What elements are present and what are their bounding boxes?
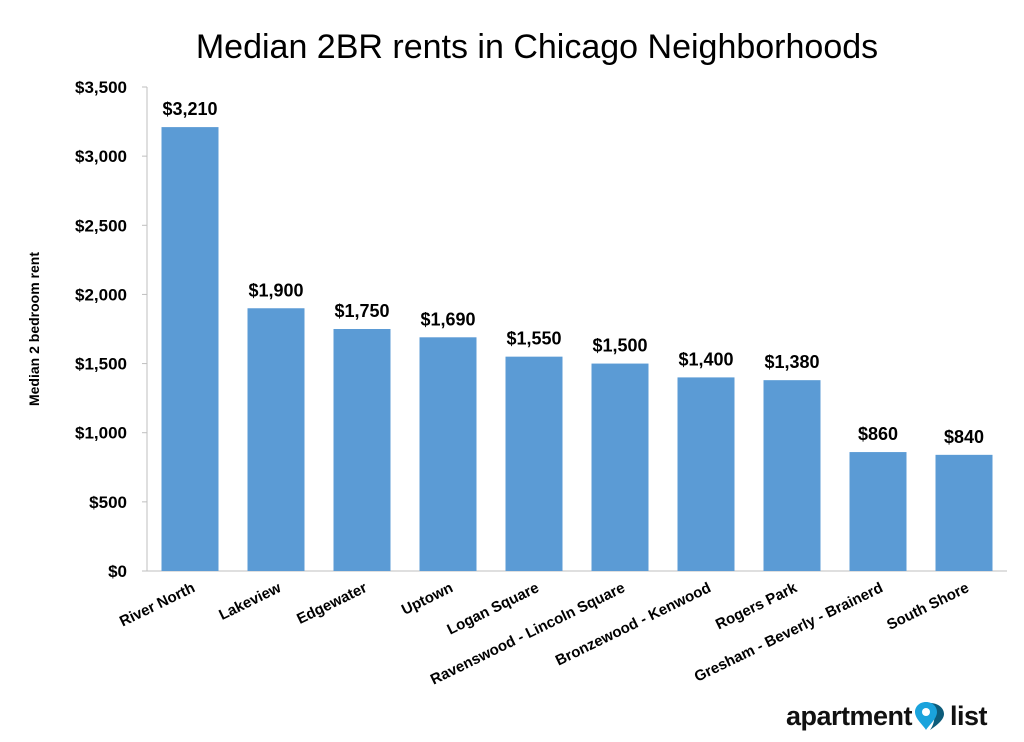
bar xyxy=(247,308,305,571)
data-label: $1,500 xyxy=(592,336,647,356)
x-tick-label: Edgewater xyxy=(294,579,370,628)
bar xyxy=(763,380,821,571)
data-label: $1,750 xyxy=(334,301,389,321)
y-tick-label: $1,000 xyxy=(75,424,127,443)
logo-text-list: list xyxy=(950,700,988,731)
y-tick-label: $1,500 xyxy=(75,355,127,374)
x-tick-label: South Shore xyxy=(884,579,972,633)
bar xyxy=(161,127,219,572)
data-label: $1,400 xyxy=(678,349,733,369)
y-tick-label: $0 xyxy=(108,562,127,581)
chart-title: Median 2BR rents in Chicago Neighborhood… xyxy=(196,28,878,66)
y-axis-label: Median 2 bedroom rent xyxy=(26,252,42,406)
data-label: $1,690 xyxy=(420,309,475,329)
x-tick-label: Lakeview xyxy=(216,579,284,624)
data-label: $860 xyxy=(858,424,898,444)
data-label: $1,550 xyxy=(506,329,561,349)
y-tick-label: $500 xyxy=(89,493,127,512)
y-tick-label: $2,000 xyxy=(75,285,127,304)
y-tick-label: $3,500 xyxy=(75,78,127,97)
x-tick-label: Bronzewood - Kenwood xyxy=(553,579,714,669)
bar xyxy=(419,337,477,571)
bar xyxy=(591,363,649,571)
data-label: $3,210 xyxy=(162,99,217,119)
data-label: $1,900 xyxy=(248,280,303,300)
map-pin-icon xyxy=(915,702,945,730)
logo-text-apartment: apartment xyxy=(786,700,913,731)
y-tick-label: $3,000 xyxy=(75,147,127,166)
data-label: $1,380 xyxy=(764,352,819,372)
bar xyxy=(935,454,993,571)
y-tick-label: $2,500 xyxy=(75,216,127,235)
bar xyxy=(333,329,391,571)
bar xyxy=(677,377,735,571)
apartment-list-logo: apartment list xyxy=(786,700,988,732)
bar xyxy=(849,452,907,571)
x-tick-label: Uptown xyxy=(399,579,456,618)
x-tick-label: River North xyxy=(117,579,198,630)
data-label: $840 xyxy=(944,427,984,447)
bar xyxy=(505,356,563,571)
